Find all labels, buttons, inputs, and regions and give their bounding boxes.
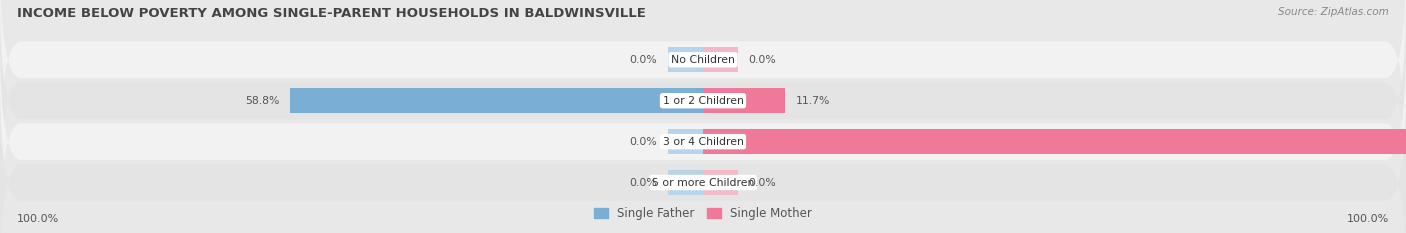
Text: INCOME BELOW POVERTY AMONG SINGLE-PARENT HOUSEHOLDS IN BALDWINSVILLE: INCOME BELOW POVERTY AMONG SINGLE-PARENT… xyxy=(17,7,645,20)
Text: 0.0%: 0.0% xyxy=(749,55,776,65)
Text: 0.0%: 0.0% xyxy=(630,55,657,65)
Text: 100.0%: 100.0% xyxy=(1347,214,1389,224)
FancyBboxPatch shape xyxy=(0,0,1406,205)
FancyBboxPatch shape xyxy=(0,37,1406,233)
Bar xyxy=(703,47,738,72)
Bar xyxy=(703,88,785,113)
Text: 0.0%: 0.0% xyxy=(749,178,776,188)
Bar xyxy=(668,129,703,154)
Text: 5 or more Children: 5 or more Children xyxy=(652,178,754,188)
Text: 1 or 2 Children: 1 or 2 Children xyxy=(662,96,744,106)
Bar xyxy=(668,47,703,72)
Text: 11.7%: 11.7% xyxy=(796,96,830,106)
Text: 100.0%: 100.0% xyxy=(17,214,59,224)
Text: 58.8%: 58.8% xyxy=(245,96,278,106)
FancyBboxPatch shape xyxy=(0,0,1406,164)
Text: 3 or 4 Children: 3 or 4 Children xyxy=(662,137,744,147)
FancyBboxPatch shape xyxy=(0,78,1406,233)
Bar xyxy=(668,170,703,195)
Bar xyxy=(290,88,703,113)
Text: 0.0%: 0.0% xyxy=(630,137,657,147)
Bar xyxy=(703,170,738,195)
Text: 0.0%: 0.0% xyxy=(630,178,657,188)
Text: No Children: No Children xyxy=(671,55,735,65)
Bar xyxy=(703,129,1406,154)
Text: Source: ZipAtlas.com: Source: ZipAtlas.com xyxy=(1278,7,1389,17)
Legend: Single Father, Single Mother: Single Father, Single Mother xyxy=(589,202,817,225)
